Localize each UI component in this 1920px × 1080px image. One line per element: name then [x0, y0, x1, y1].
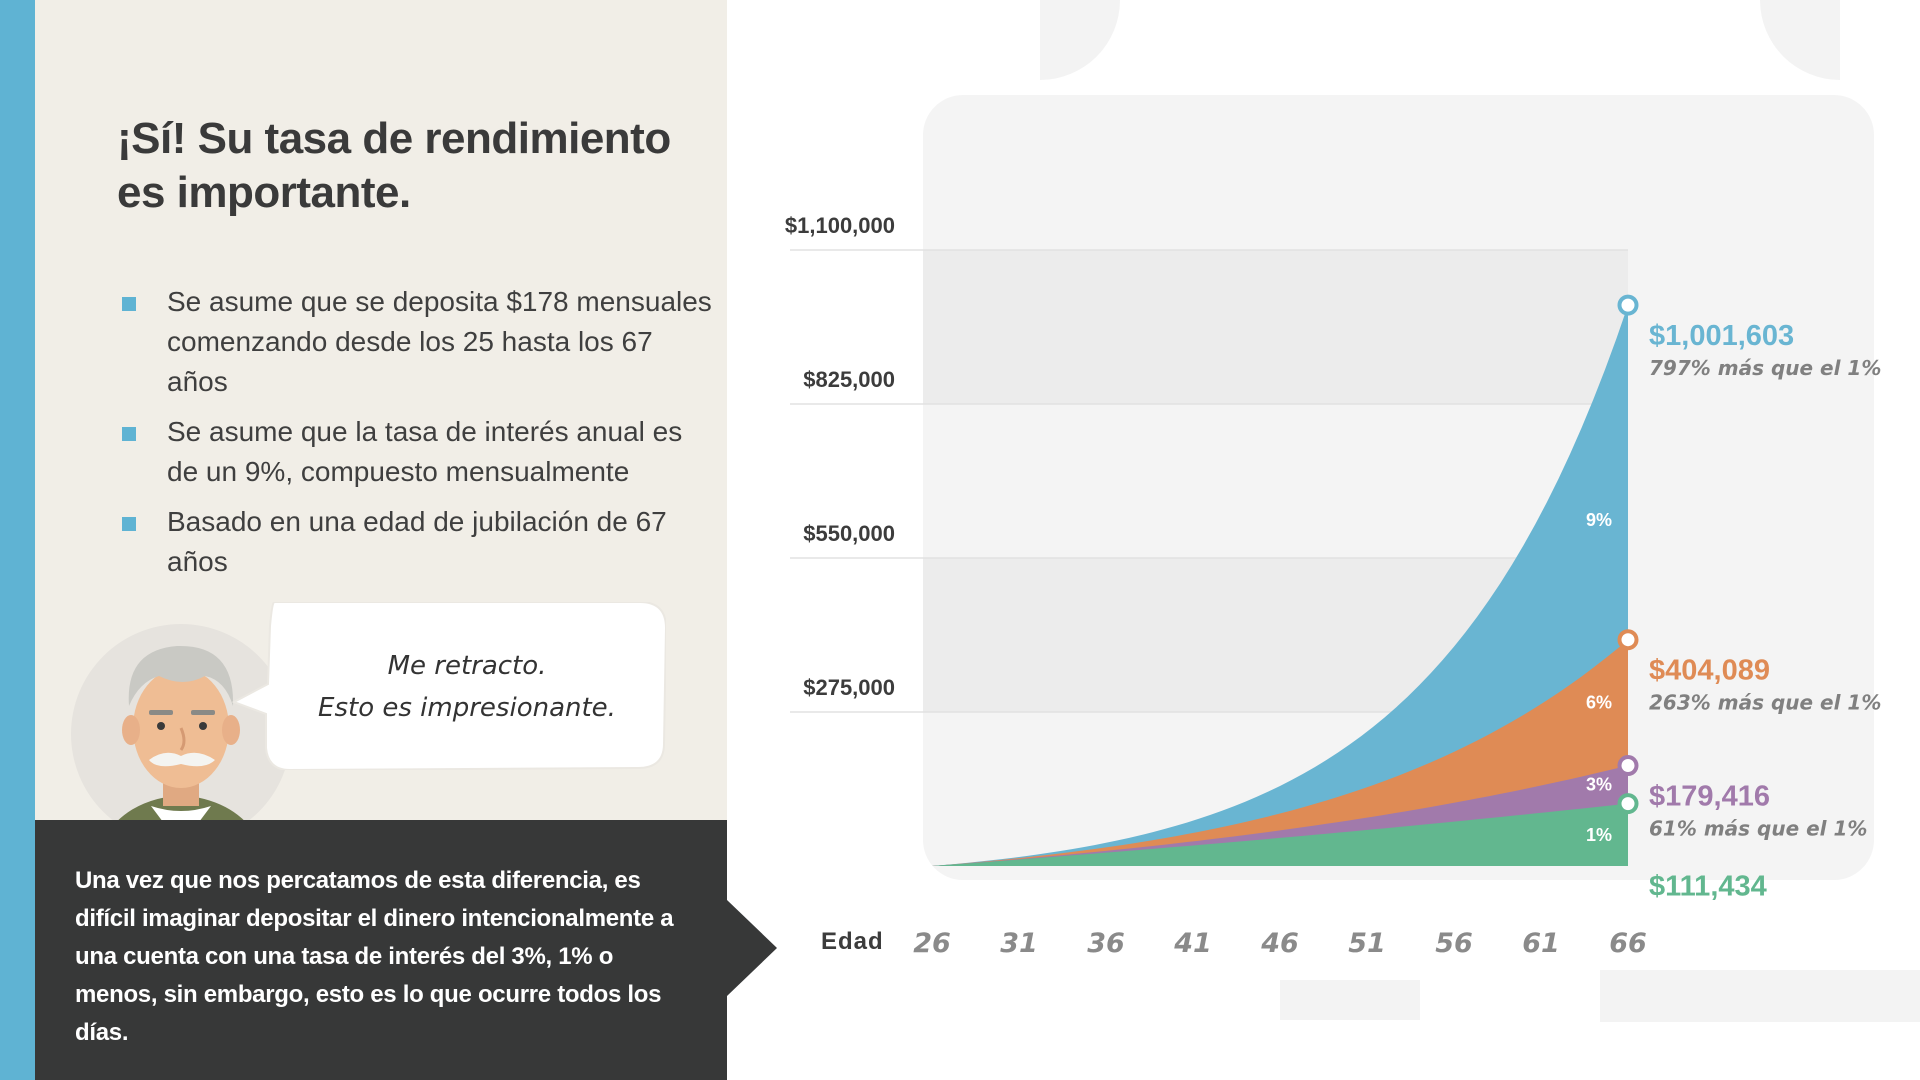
comparison-note: 263% más que el 1%: [1649, 691, 1881, 715]
x-tick-label: 51: [1348, 928, 1386, 959]
old-man-avatar-icon: [71, 624, 291, 860]
assumption-list: Se asume que se deposita $178 mensuales …: [122, 282, 712, 592]
background-decoration: [1280, 980, 1420, 1020]
list-item: Basado en una edad de jubilación de 67 a…: [122, 502, 712, 582]
callout-text: Una vez que nos percatamos de esta difer…: [75, 867, 674, 1046]
x-axis-label: Edad: [821, 928, 884, 955]
bullet-text: Basado en una edad de jubilación de 67 a…: [167, 506, 667, 577]
bullet-square-icon: [122, 517, 136, 531]
x-tick-label: 36: [1087, 928, 1125, 959]
accent-strip: [0, 0, 35, 1080]
bullet-square-icon: [122, 297, 136, 311]
series-rate-label: 9%: [1586, 510, 1612, 530]
comparison-note: 797% más que el 1%: [1649, 356, 1881, 380]
end-point-marker: [1617, 294, 1639, 316]
series-rate-label: 6%: [1586, 693, 1612, 713]
end-point-marker: [1617, 793, 1639, 815]
x-tick-label: 41: [1173, 928, 1212, 959]
grid-band: [923, 250, 1628, 404]
y-tick-label: $1,100,000: [785, 213, 895, 238]
bullet-square-icon: [122, 427, 136, 441]
end-value-label: $404,089: [1649, 655, 1770, 687]
callout-arrow-icon: [727, 900, 777, 996]
end-point-marker: [1617, 755, 1639, 777]
y-tick-label: $550,000: [803, 521, 895, 546]
page-title: ¡Sí! Su tasa de rendimiento es important…: [117, 114, 671, 217]
end-value-label: $111,434: [1649, 871, 1767, 903]
x-tick-label: 31: [1000, 928, 1038, 959]
bullet-text: Se asume que se deposita $178 mensuales …: [167, 286, 712, 397]
end-value-label: $179,416: [1649, 781, 1770, 813]
area-series: [932, 305, 1628, 867]
comparison-note: 61% más que el 1%: [1649, 817, 1867, 841]
speech-line: Me retracto.: [387, 651, 547, 681]
list-item: Se asume que se deposita $178 mensuales …: [122, 282, 712, 402]
y-tick-label: $825,000: [803, 367, 895, 392]
x-tick-label: 46: [1260, 928, 1299, 959]
x-tick-label: 66: [1609, 928, 1647, 959]
list-item: Se asume que la tasa de interés anual es…: [122, 412, 712, 492]
y-tick-label: $275,000: [803, 675, 895, 700]
end-point-marker: [1617, 629, 1639, 651]
background-decoration: [1600, 970, 1920, 1022]
area-series: [932, 803, 1628, 866]
bullet-text: Se asume que la tasa de interés anual es…: [167, 416, 683, 487]
end-value-label: $1,001,603: [1649, 320, 1794, 352]
speech-bubble-text: Me retracto. Esto es impresionante.: [282, 645, 652, 729]
x-tick-label: 61: [1522, 928, 1560, 959]
speech-line: Esto es impresionante.: [318, 693, 616, 723]
series-rate-label: 3%: [1586, 775, 1612, 795]
x-tick-label: 26: [913, 928, 951, 959]
series-rate-label: 1%: [1586, 825, 1612, 845]
callout-box: [35, 820, 727, 1080]
x-tick-label: 56: [1435, 928, 1473, 959]
